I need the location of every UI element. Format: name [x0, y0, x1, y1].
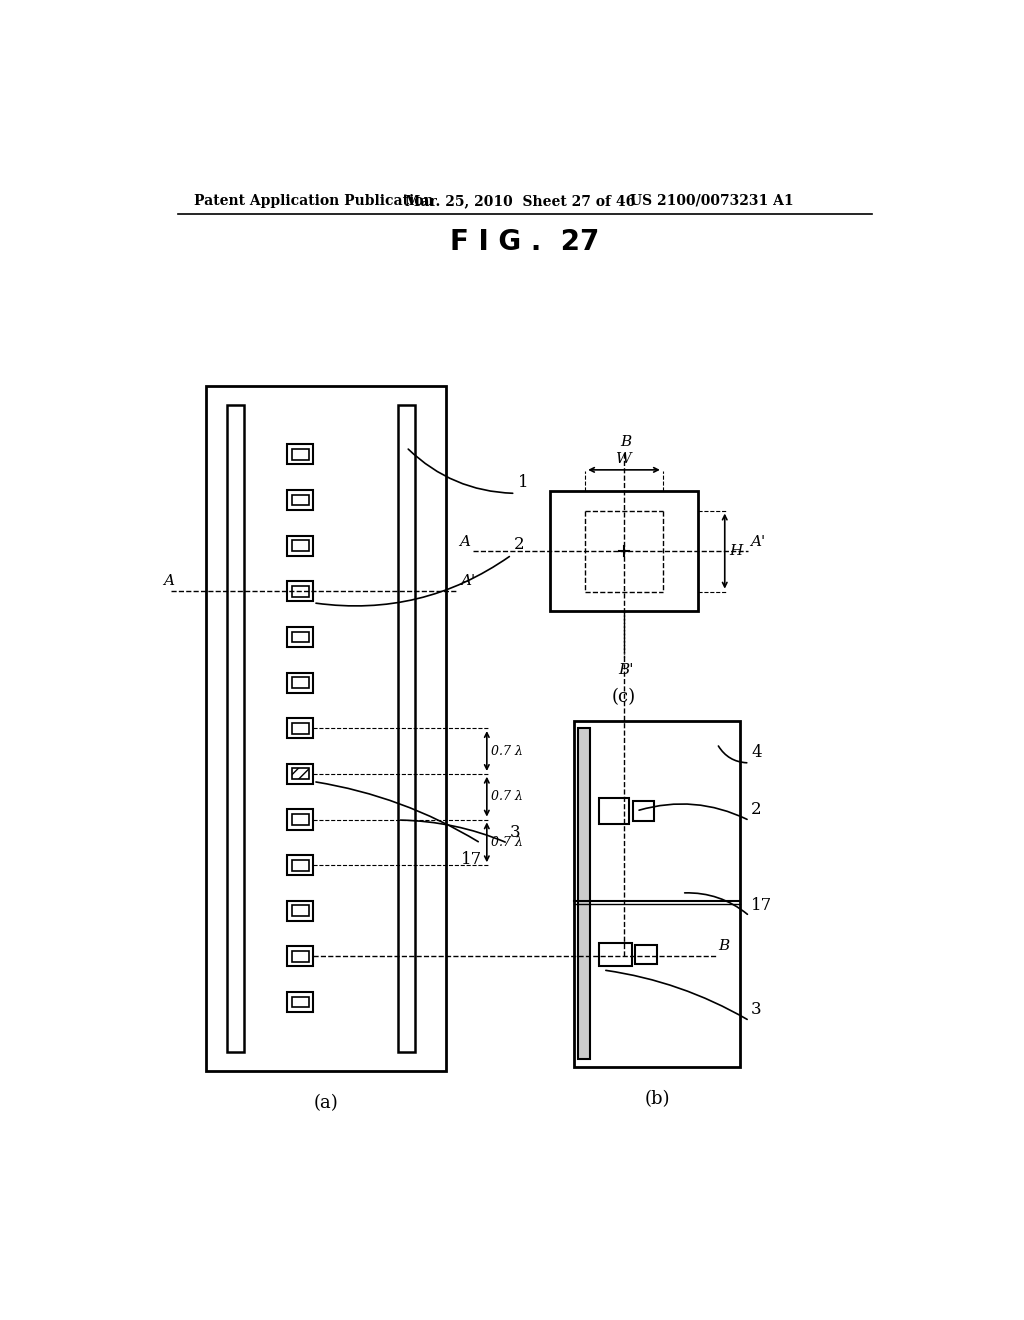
Text: 3: 3: [509, 824, 520, 841]
Bar: [287, 536, 313, 556]
Text: F I G .  27: F I G . 27: [451, 227, 599, 256]
Bar: [206, 385, 445, 1071]
Bar: [287, 900, 313, 921]
Bar: [599, 797, 629, 825]
Bar: [635, 945, 656, 964]
Text: 4: 4: [751, 743, 762, 760]
Bar: [287, 993, 313, 1012]
Bar: [292, 449, 308, 459]
Text: US 2100/0073231 A1: US 2100/0073231 A1: [630, 194, 794, 207]
Text: 0.7 λ: 0.7 λ: [490, 791, 522, 803]
Bar: [287, 627, 313, 647]
Bar: [578, 729, 590, 1059]
Text: Patent Application Publication: Patent Application Publication: [194, 194, 433, 207]
Text: B': B': [618, 663, 634, 677]
Bar: [292, 859, 308, 871]
Bar: [287, 718, 313, 738]
Bar: [292, 677, 308, 688]
Text: A: A: [164, 574, 174, 589]
Text: 2: 2: [751, 801, 762, 818]
Text: (a): (a): [313, 1094, 338, 1111]
Bar: [292, 997, 308, 1007]
Text: A': A': [751, 535, 766, 549]
Bar: [573, 721, 740, 1067]
Bar: [287, 490, 313, 510]
Text: A': A': [460, 574, 475, 589]
Bar: [292, 586, 308, 597]
Bar: [599, 942, 632, 966]
Bar: [287, 764, 313, 784]
Bar: [550, 491, 697, 611]
Text: Mar. 25, 2010  Sheet 27 of 46: Mar. 25, 2010 Sheet 27 of 46: [406, 194, 636, 207]
Bar: [287, 809, 313, 829]
Bar: [292, 768, 308, 779]
Bar: [287, 581, 313, 602]
Text: B: B: [621, 436, 632, 449]
Bar: [292, 906, 308, 916]
Text: (c): (c): [612, 688, 636, 706]
Bar: [287, 445, 313, 465]
Text: 17: 17: [461, 851, 482, 867]
Bar: [633, 800, 654, 821]
Text: 2: 2: [514, 536, 524, 553]
Bar: [287, 946, 313, 966]
Bar: [292, 540, 308, 550]
Bar: [292, 723, 308, 734]
Text: H: H: [729, 544, 742, 558]
Text: W: W: [616, 451, 632, 466]
Text: 1: 1: [518, 474, 528, 491]
Text: 17: 17: [751, 896, 772, 913]
Text: A: A: [460, 535, 471, 549]
Bar: [292, 495, 308, 506]
Text: 0.7 λ: 0.7 λ: [490, 836, 522, 849]
Bar: [292, 950, 308, 962]
Bar: [227, 405, 245, 1052]
Text: 0.7 λ: 0.7 λ: [490, 744, 522, 758]
Bar: [287, 855, 313, 875]
Text: B: B: [719, 940, 730, 953]
Text: 3: 3: [751, 1002, 762, 1019]
Bar: [653, 862, 687, 900]
Text: (b): (b): [644, 1090, 670, 1107]
Bar: [397, 405, 415, 1052]
Bar: [292, 814, 308, 825]
Bar: [287, 673, 313, 693]
Bar: [292, 631, 308, 643]
